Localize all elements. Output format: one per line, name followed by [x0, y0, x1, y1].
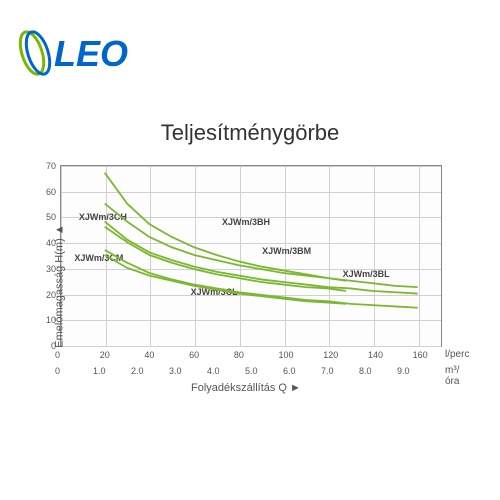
- curve-XJWm/3BH: [105, 204, 418, 288]
- brand-logo: LEO: [18, 18, 138, 83]
- svg-text:LEO: LEO: [54, 33, 128, 74]
- curve-XJWm/3CM: [105, 227, 346, 291]
- x-axis-label: Folyadékszállítás Q ►: [191, 382, 301, 394]
- y-axis-label: Emelőmagasság H(m) ▲: [54, 224, 66, 347]
- curve-XJWm/3CH: [105, 173, 346, 281]
- performance-chart: 01020304050607002040608010012014016001.0…: [60, 165, 460, 395]
- page-title: Teljesítménygörbe: [0, 120, 500, 146]
